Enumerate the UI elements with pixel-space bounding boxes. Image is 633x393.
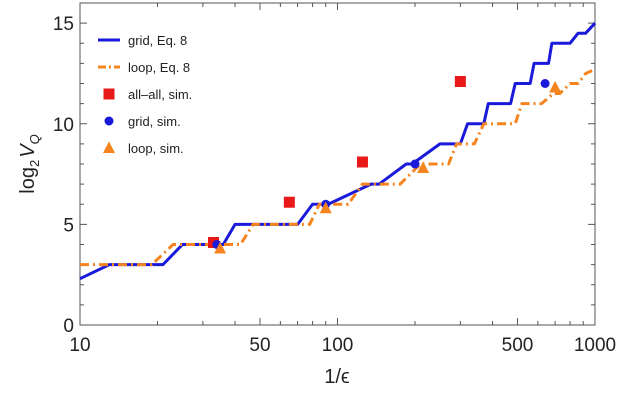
x-axis-title: 1/ϵ (324, 366, 350, 388)
legend-label: loop, sim. (128, 141, 184, 156)
legend-swatch (103, 141, 115, 153)
data-point (356, 156, 368, 168)
legend-item: grid, sim. (104, 114, 181, 129)
x-tick-label: 1000 (574, 335, 616, 356)
x-tick-label: 50 (249, 335, 270, 356)
legend-item: loop, Eq. 8 (98, 60, 190, 75)
legend-item: grid, Eq. 8 (98, 33, 187, 48)
y-axis-title: log2 VQ (17, 134, 42, 193)
series-layer (79, 22, 597, 281)
x-tick-label: 500 (502, 335, 534, 356)
grid-eq8-line (79, 22, 597, 281)
plot-frame (79, 2, 596, 326)
y-axis-ticks: 0 5 10 15 (53, 2, 595, 337)
x-tick-label: 10 (69, 335, 90, 356)
data-point (214, 241, 227, 254)
data-point (454, 75, 466, 87)
data-point (283, 196, 295, 208)
legend-swatch (104, 116, 114, 126)
data-point (540, 79, 550, 88)
legend-label: loop, Eq. 8 (128, 60, 190, 75)
y-tick-label: 15 (53, 14, 74, 35)
data-point (319, 201, 332, 214)
legend-label: grid, sim. (128, 114, 181, 129)
y-tick-label: 5 (63, 215, 74, 236)
data-point (410, 159, 420, 169)
legend-item: loop, sim. (103, 141, 184, 156)
x-axis-ticks: 10 50 100 500 1000 (69, 3, 616, 356)
legend-label: grid, Eq. 8 (128, 33, 187, 48)
y-axis-title-main: log (17, 167, 39, 194)
y-axis-title-var-sub: Q (27, 134, 42, 144)
y-axis-title-sub: 2 (27, 160, 42, 167)
legend: grid, Eq. 8 loop, Eq. 8 all–all, sim. grid,… (98, 33, 192, 156)
x-tick-label: 100 (322, 335, 354, 356)
legend-label: all–all, sim. (128, 87, 192, 102)
data-point (417, 161, 430, 173)
legend-swatch (103, 88, 115, 100)
y-axis-title-var: V (17, 143, 39, 158)
legend-item: all–all, sim. (103, 87, 192, 102)
y-tick-label: 10 (53, 115, 74, 136)
data-point (549, 80, 562, 93)
y-tick-label: 0 (63, 316, 74, 337)
